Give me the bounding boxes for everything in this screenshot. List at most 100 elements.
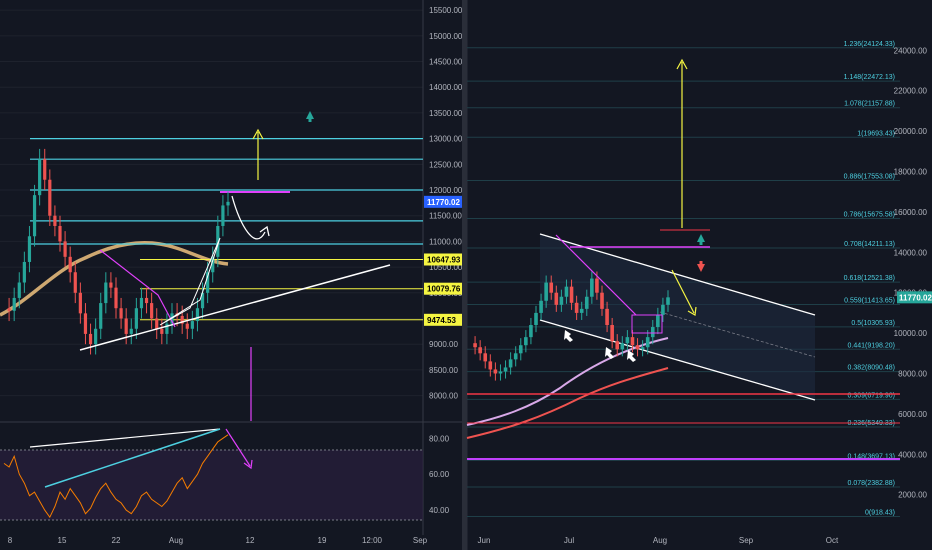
left-wedge [159,237,221,326]
right-candle-body [635,345,640,350]
right-candle-body [605,308,609,326]
left-candle-body [190,321,194,329]
right-fib-label: 1.148(22472.13) [844,74,895,81]
rsi-y-tick-label: 40.00 [429,506,450,515]
left-candle-body [185,323,189,329]
right-y-tick-label: 16000.00 [894,208,928,217]
left-sma-curve [0,241,229,317]
left-price-pane: 15500.00 15000.00 14500.00 14000.00 13500.00… [0,0,463,535]
right-candle-body [518,345,523,354]
right-candle-body [656,314,660,328]
left-current-price-box [424,195,462,208]
left-y-tick-label: 15000.00 [429,32,463,41]
right-fib-label: 0.309(6719.90) [848,392,895,399]
right-candle-body [650,327,655,338]
right-candle-body [534,312,538,326]
right-candle-body [559,296,564,305]
right-x-tick-label: Sep [739,536,754,545]
right-y-tick-label: 18000.00 [894,168,928,177]
right-fib-label: 0.786(15675.58) [844,211,895,218]
right-x-tick-label: Jun [478,536,491,545]
left-trendline [79,264,391,351]
right-candle-body [574,302,579,313]
right-y-tick-label: 6000.00 [898,410,927,419]
left-candle-body [195,308,200,322]
right-candle-body [661,304,665,315]
right-candle-body [549,282,554,293]
right-fib-label: 1(19693.43) [857,130,895,137]
right-fib-label: 0.708(14211.13) [844,241,895,248]
left-y-tick-label: 11500.00 [429,212,462,221]
left-y-tick-label: 12500.00 [429,160,463,169]
right-current-price-tag: 11770.02 [899,293,932,302]
left-x-tick-label: 12 [246,536,255,545]
right-x-tick-label: Aug [653,536,667,545]
left-time-axis: 8 15 22 Aug 12 19 12:00 Sep [8,536,428,545]
right-fib-label: 0.078(2382.88) [848,480,895,487]
left-level-tag-box [424,313,462,326]
left-candle-body [109,282,113,288]
right-price-tag: 11770.02 [897,291,932,304]
left-x-tick-label: Aug [169,536,183,545]
left-candle-body [119,308,123,319]
right-y-tick-label: 20000.00 [894,127,928,136]
left-candle-body [160,328,164,334]
right-fib-label: 1.236(24124.33) [844,41,895,48]
left-candle-body [206,272,210,293]
right-candle-body [590,278,594,297]
left-candle-body [211,256,215,273]
left-x-tick-label: 15 [58,536,67,545]
rsi-series [3,434,229,519]
right-candle-body [640,347,645,350]
right-candle-body [666,297,670,305]
right-fib-label: 0.618(12521.38) [844,275,895,282]
left-candle-body [38,159,42,196]
right-candle-body [493,369,498,374]
left-candle-body [155,318,159,329]
right-price-series [473,271,670,381]
right-fib-label: 0(918.43) [865,510,895,517]
right-yellow-down-arrow [671,269,695,314]
right-candle-body [554,292,559,305]
right-fib-label: 1.078(21157.88) [844,101,895,108]
right-fib-label: 0.382(8090.48) [848,365,895,372]
rsi-y-tick-label: 60.00 [429,470,450,479]
left-candle-body [165,323,169,334]
left-candle-body [129,328,133,334]
left-candle-body [73,272,77,293]
right-candle-body [488,361,493,370]
left-y-tick-label: 11000.00 [429,237,462,246]
right-candle-body [544,282,548,301]
right-y-tick-label: 2000.00 [898,491,927,500]
left-level-tag: 10079.76 [427,285,461,294]
left-level-tag: 9474.53 [427,316,456,325]
right-channel [540,234,815,400]
left-y-tick-label: 14000.00 [429,83,463,92]
left-x-tick-label: 19 [318,536,327,545]
left-price-axis: 15500.00 15000.00 14500.00 14000.00 13500.00… [429,6,463,400]
left-curve-arrow [231,195,266,240]
right-candle-body [513,353,518,360]
left-candle-body [144,297,149,304]
left-candle-body [63,241,67,257]
left-candle-body [200,292,205,309]
left-candle-body [83,313,88,334]
right-candle-body [569,286,574,303]
right-candle-body [600,292,604,309]
right-candle-body [620,343,625,350]
right-candle-body [610,325,614,342]
left-candle-body [88,333,93,345]
right-ma-red [466,367,669,439]
right-red-arrow-icon [697,261,705,272]
right-y-tick-label: 24000.00 [894,46,928,55]
right-fib-label: 0.5(10305.93) [851,320,895,327]
left-current-price-tag: 11770.02 [427,198,460,207]
left-candle-body [114,287,118,309]
left-y-tick-label: 13500.00 [429,109,463,118]
left-candle-body [94,328,98,345]
right-x-tick-label: Jul [564,536,574,545]
left-candle-body [134,308,138,329]
left-pennant [99,249,176,328]
left-resistance-levels [30,138,423,245]
